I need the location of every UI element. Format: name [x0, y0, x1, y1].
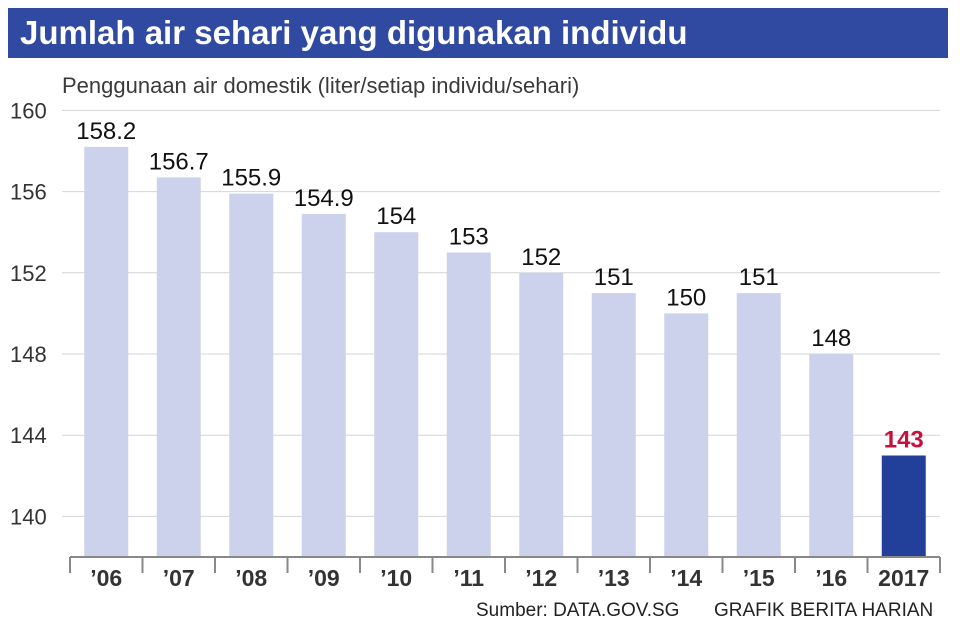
data-label: 151: [594, 264, 634, 291]
x-tick-label: ’15: [743, 565, 775, 591]
bar: [374, 232, 419, 557]
y-tick-label: 148: [10, 342, 47, 367]
bar: [519, 272, 564, 557]
bar: [591, 293, 636, 557]
x-tick-label: ’12: [525, 565, 557, 591]
x-tick-label: ’14: [670, 565, 702, 591]
x-tick-label: ’09: [308, 565, 340, 591]
bar: [301, 213, 346, 557]
data-label: 155.9: [221, 165, 281, 192]
data-label: 158.2: [76, 118, 136, 145]
source-note: Sumber: DATA.GOV.SG: [476, 600, 680, 621]
y-tick-label: 160: [10, 98, 47, 123]
x-tick-label: ’16: [815, 565, 847, 591]
bar: [156, 177, 201, 557]
chart-title: Jumlah air sehari yang digunakan individ…: [20, 14, 688, 51]
data-label: 148: [811, 325, 851, 352]
y-tick-label: 144: [10, 423, 47, 448]
bar: [736, 293, 781, 557]
x-tick-label: ’08: [235, 565, 267, 591]
bar: [809, 354, 854, 557]
data-label: 156.7: [149, 148, 209, 175]
bar: [881, 455, 926, 557]
data-label: 153: [449, 224, 489, 251]
bar: [664, 313, 709, 557]
y-tick-label: 140: [10, 504, 47, 529]
title-bar: Jumlah air sehari yang digunakan individ…: [8, 8, 948, 58]
data-label: 154.9: [294, 185, 354, 212]
data-label: 154: [376, 203, 416, 230]
bar: [84, 146, 129, 557]
data-label: 143: [884, 427, 924, 454]
x-tick-label: ’06: [90, 565, 122, 591]
data-label: 151: [739, 264, 779, 291]
chart-subtitle: Penggunaan air domestik (liter/setiap in…: [62, 73, 580, 98]
credit-note: GRAFIK BERITA HARIAN: [714, 600, 934, 621]
x-tick-label: ’11: [453, 565, 484, 591]
y-tick-label: 152: [10, 261, 47, 286]
x-tick-label: ’07: [163, 565, 195, 591]
x-tick-label: ’10: [380, 565, 412, 591]
bar: [446, 252, 491, 557]
x-tick-label: ’13: [598, 565, 630, 591]
data-label: 150: [666, 284, 706, 311]
data-label: 152: [521, 244, 561, 271]
bar-chart: 140 144 148 152 156 160 158.2 156.7 155.9 154.9 15…: [10, 98, 941, 591]
x-tick-label: 2017: [878, 565, 929, 591]
bar: [229, 193, 274, 557]
y-tick-label: 156: [10, 180, 47, 205]
